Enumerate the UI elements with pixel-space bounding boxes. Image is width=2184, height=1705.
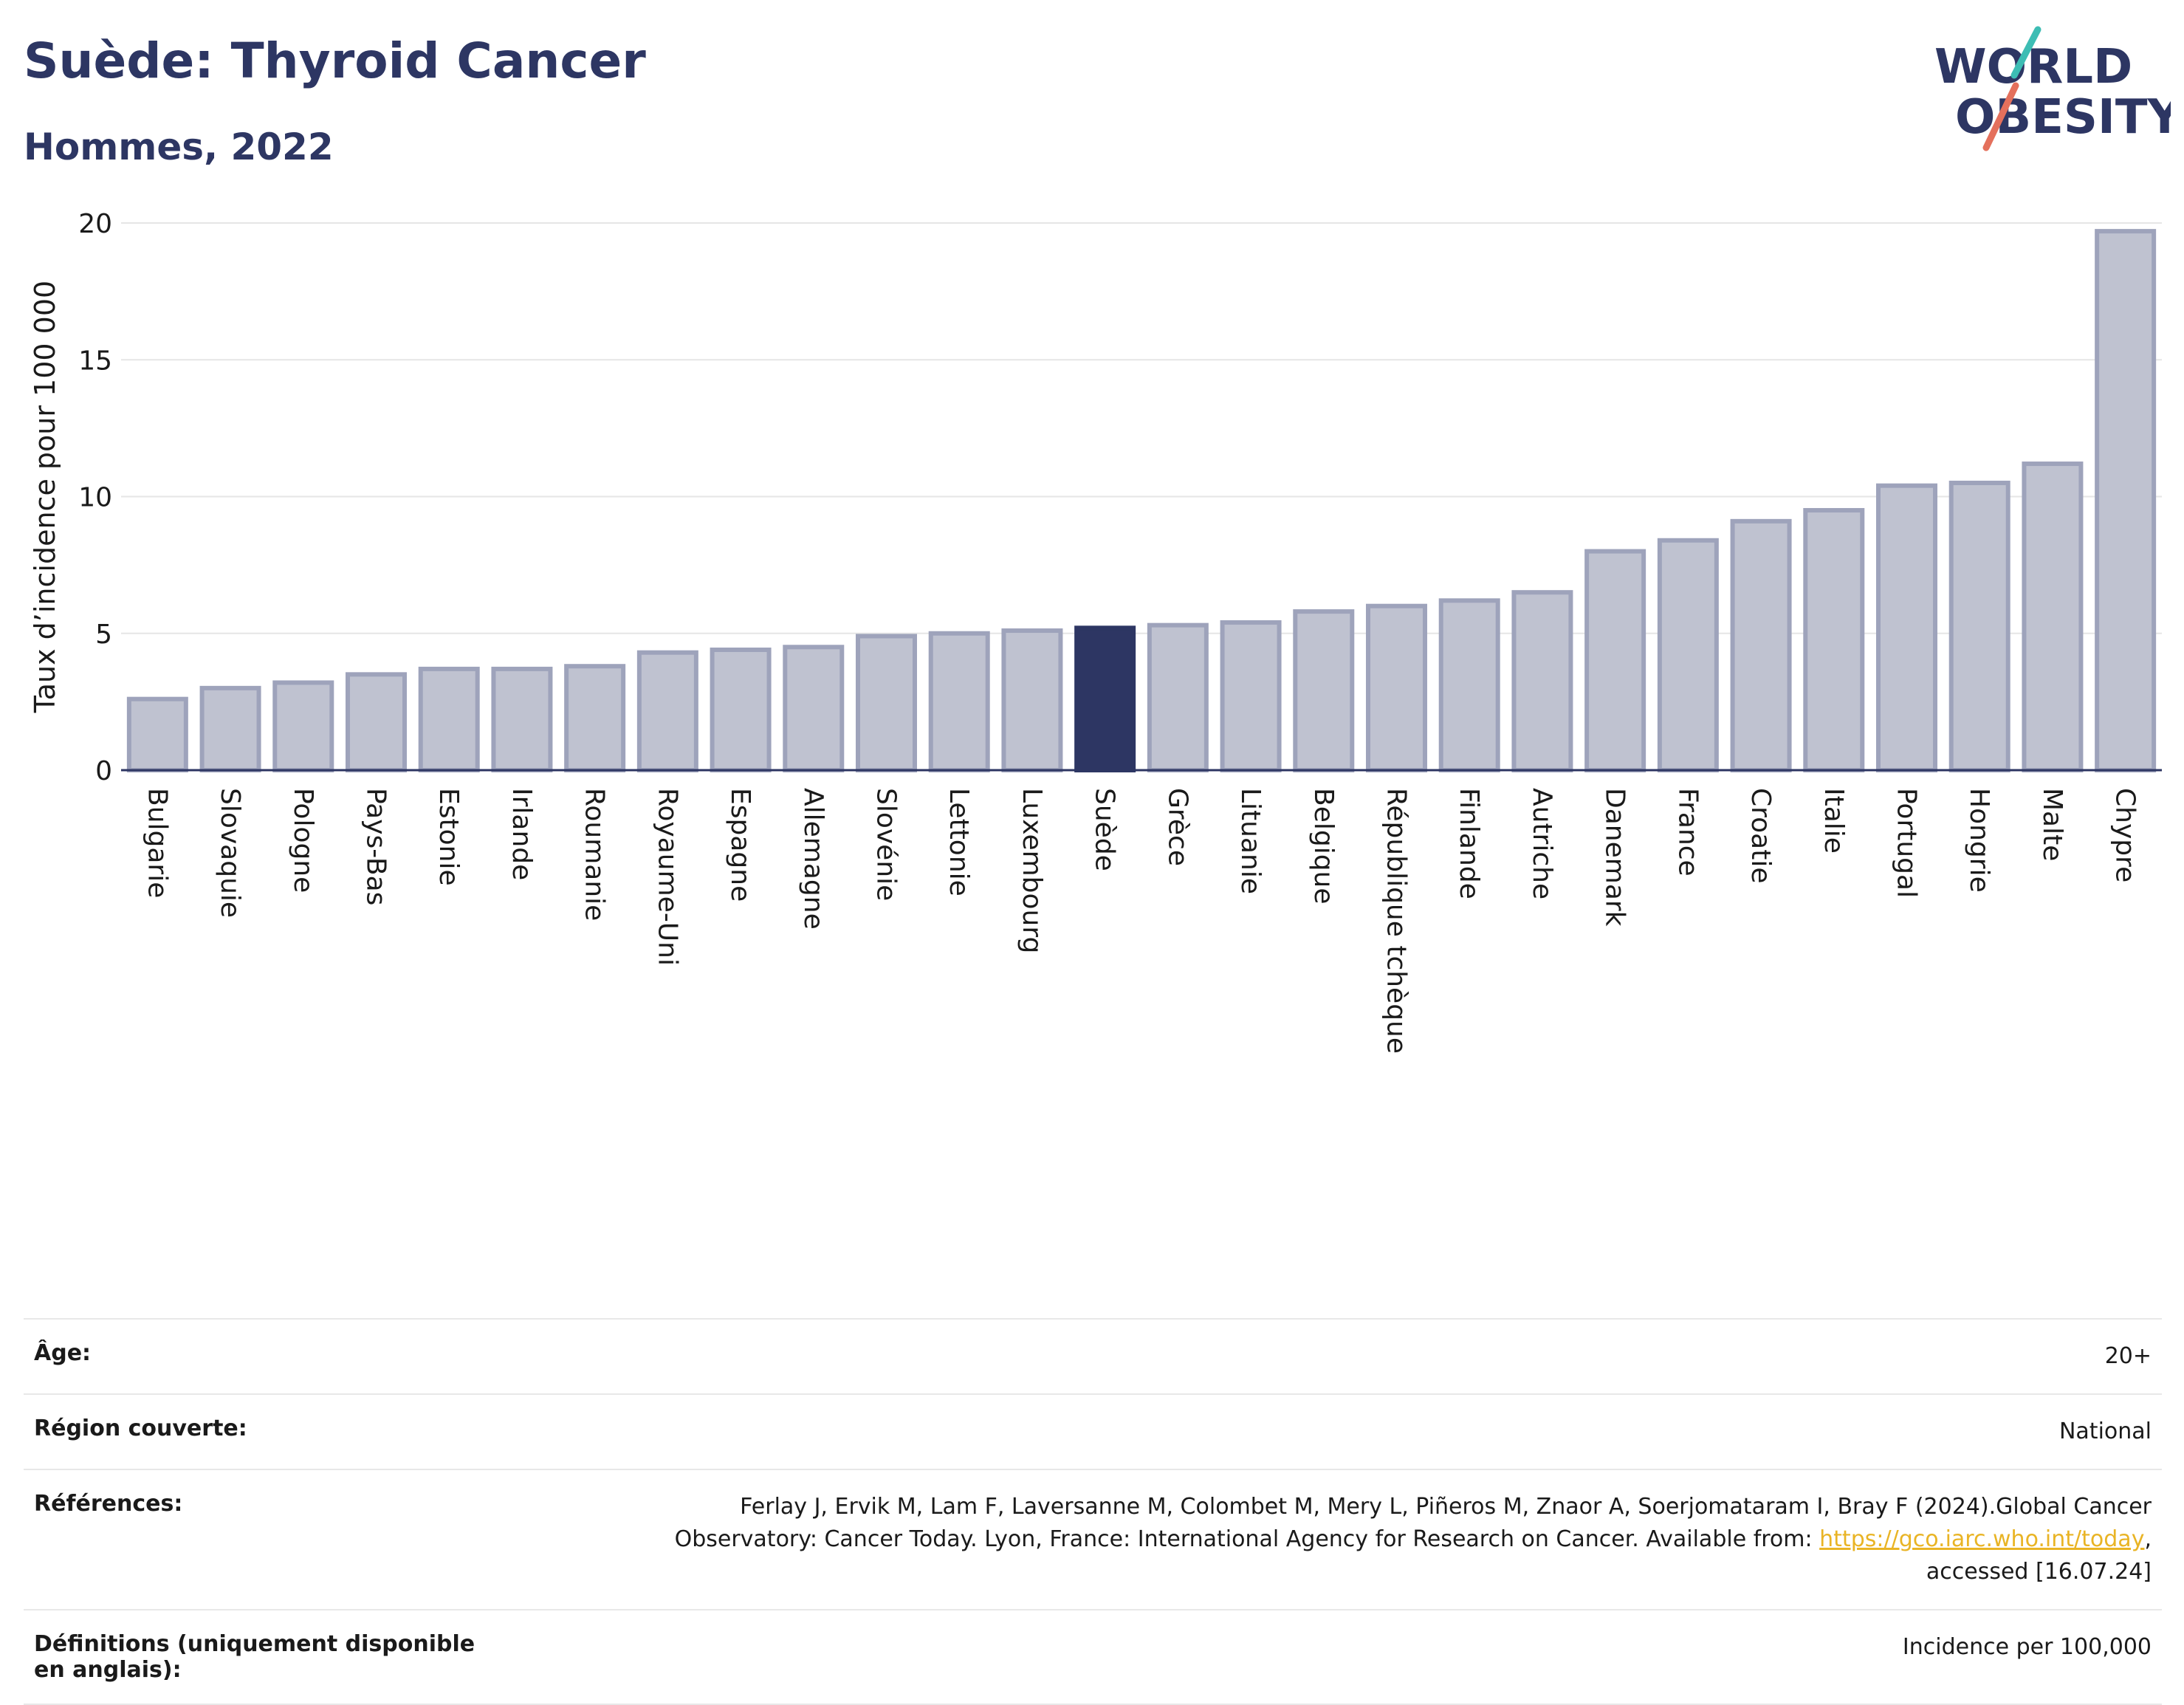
bar-suède — [1074, 625, 1136, 773]
bar-république-tchèque — [1366, 603, 1427, 773]
logo-text-world: WORLD — [1934, 40, 2132, 95]
x-tick-label: Malte — [2037, 788, 2067, 861]
y-axis-ticks: 0 5 10 15 20 — [78, 209, 112, 786]
bar-slovénie — [856, 634, 917, 773]
x-tick-label: Slovénie — [871, 788, 902, 901]
x-tick-label: Slovaquie — [215, 788, 245, 918]
bar-malte — [2022, 462, 2084, 772]
x-tick-label: Hongrie — [1964, 788, 1994, 893]
info-row-age: Âge: 20+ — [24, 1318, 2162, 1394]
x-tick-label: Pologne — [288, 788, 318, 893]
x-tick-label: République tchèque — [1381, 788, 1412, 1054]
info-age-label: Âge: — [24, 1318, 517, 1394]
bar-lituanie — [1220, 620, 1282, 772]
references-text-2: Observatory: Cancer Today. Lyon, France:… — [674, 1526, 1820, 1552]
grid-lines — [121, 222, 2162, 634]
x-axis-ticks: Bulgarie Slovaquie Pologne Pays-Bas Estonie I… — [142, 788, 2140, 1054]
info-row-region: Région couverte: National — [24, 1393, 2162, 1469]
logo-text-obesity: OBESITY — [1955, 90, 2171, 145]
info-region-label: Région couverte: — [24, 1393, 517, 1469]
x-tick-label: Luxembourg — [1017, 788, 1047, 953]
bar-roumanie — [564, 664, 626, 773]
info-age-value: 20+ — [517, 1318, 2162, 1394]
x-tick-label: Danemark — [1600, 788, 1630, 927]
references-text-3: , — [2144, 1526, 2152, 1552]
info-row-references: Références: Ferlay J, Ervik M, Lam F, La… — [24, 1469, 2162, 1610]
world-obesity-logo: WORLD OBESITY — [1934, 26, 2171, 151]
bar-hongrie — [1948, 480, 2010, 772]
x-tick-label: Lettonie — [944, 788, 974, 896]
bars — [126, 229, 2157, 773]
x-tick-label: Espagne — [725, 788, 755, 902]
bar-chart: 0 5 10 15 20 Bulgarie Slovaquie Pologne Pays-Ba… — [29, 209, 2162, 1054]
references-link[interactable]: https://gco.iarc.who.int/today — [1819, 1526, 2145, 1552]
info-references-value: Ferlay J, Ervik M, Lam F, Laversanne M, … — [517, 1469, 2162, 1610]
bar-grèce — [1147, 622, 1209, 773]
x-tick-label: Allemagne — [798, 788, 828, 930]
x-tick-label: France — [1672, 788, 1703, 876]
x-tick-label: Croatie — [1745, 788, 1776, 884]
bar-finlande — [1438, 598, 1500, 772]
x-tick-label: Lituanie — [1235, 788, 1266, 894]
bar-pays-bas — [346, 672, 407, 773]
x-tick-label: Estonie — [433, 788, 464, 886]
x-tick-label: Suède — [1090, 788, 1120, 871]
bar-lettonie — [928, 631, 990, 772]
bar-irlande — [491, 666, 553, 772]
bar-allemagne — [783, 645, 845, 773]
y-axis-label: Taux d’incidence pour 100 000 — [29, 281, 61, 713]
y-tick-label: 10 — [78, 483, 112, 513]
x-tick-label: Portugal — [1892, 788, 1922, 898]
bar-pologne — [272, 680, 334, 772]
info-region-value: National — [517, 1393, 2162, 1469]
logo-slash-red — [1982, 82, 2019, 151]
bar-italie — [1803, 508, 1865, 772]
page-subtitle: Hommes, 2022 — [24, 126, 334, 168]
bar-chypre — [2095, 229, 2157, 773]
bar-espagne — [710, 647, 772, 772]
x-tick-label: Grèce — [1162, 788, 1192, 866]
references-text-1: Ferlay J, Ervik M, Lam F, Laversanne M, … — [740, 1494, 2152, 1520]
bar-slovaquie — [199, 685, 261, 772]
y-tick-label: 15 — [78, 346, 112, 376]
page-title: Suède: Thyroid Cancer — [24, 32, 646, 89]
bar-portugal — [1876, 483, 1937, 772]
bar-luxembourg — [1001, 628, 1063, 772]
bar-estonie — [418, 666, 480, 772]
info-table: Âge: 20+ Région couverte: National Référ… — [24, 1318, 2162, 1705]
logo-slash-teal — [2010, 26, 2042, 79]
x-tick-label: Italie — [1819, 788, 1849, 854]
bar-danemark — [1584, 549, 1646, 772]
bar-royaume-uni — [636, 650, 698, 772]
bar-croatie — [1730, 518, 1792, 772]
bar-autriche — [1511, 590, 1573, 772]
y-tick-label: 5 — [95, 620, 112, 650]
info-references-label: Références: — [24, 1469, 517, 1610]
bar-bulgarie — [126, 696, 188, 772]
y-tick-label: 0 — [95, 756, 112, 786]
bar-belgique — [1293, 609, 1355, 772]
info-definitions-value: Incidence per 100,000 — [517, 1609, 2162, 1705]
x-tick-label: Finlande — [1454, 788, 1484, 899]
x-tick-label: Autriche — [1527, 788, 1557, 899]
info-definitions-label: Définitions (uniquement disponible en an… — [24, 1609, 517, 1705]
x-tick-label: Bulgarie — [142, 788, 172, 898]
x-tick-label: Chypre — [2110, 788, 2140, 882]
bar-france — [1657, 538, 1719, 772]
y-tick-label: 20 — [78, 209, 112, 239]
x-tick-label: Royaume-Uni — [652, 788, 682, 966]
x-tick-label: Irlande — [506, 788, 537, 880]
x-tick-label: Roumanie — [580, 788, 610, 921]
info-row-definitions: Définitions (uniquement disponible en an… — [24, 1609, 2162, 1705]
x-tick-label: Belgique — [1308, 788, 1339, 905]
x-tick-label: Pays-Bas — [361, 788, 391, 905]
references-text-4: accessed [16.07.24] — [1926, 1559, 2152, 1585]
